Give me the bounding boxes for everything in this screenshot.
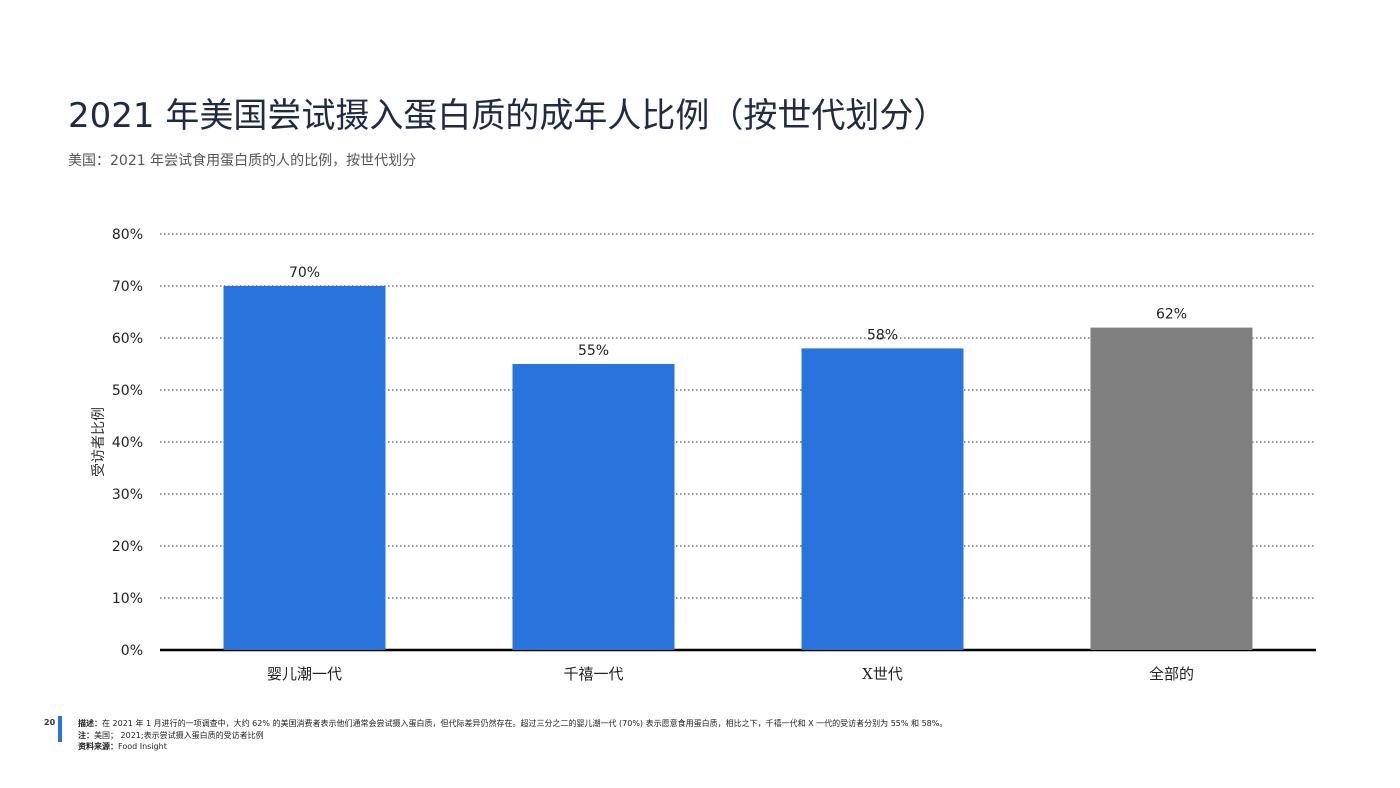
y-tick-label: 50% [112, 383, 143, 399]
description-label: 描述： [78, 719, 102, 728]
description-text: 在 2021 年 1 月进行的一项调查中，大约 62% 的美国消费者表示他们通常… [102, 719, 948, 728]
source-line: 资料来源：Food Insight [78, 741, 947, 753]
footer-notes: 描述：在 2021 年 1 月进行的一项调查中，大约 62% 的美国消费者表示他… [78, 718, 947, 753]
bar [223, 286, 386, 650]
data-label: 55% [578, 343, 609, 359]
footer-accent-bar [58, 716, 62, 742]
data-label: 58% [867, 327, 898, 343]
source-label: 资料来源： [78, 742, 118, 751]
page-number: 20 [44, 718, 56, 727]
y-tick-label: 0% [121, 643, 143, 659]
x-tick-label: X世代 [862, 665, 903, 683]
note-line: 注：美国； 2021;表示尝试摄入蛋白质的受访者比例 [78, 730, 947, 742]
x-tick-label: 千禧一代 [563, 665, 623, 683]
y-tick-label: 40% [112, 435, 143, 451]
data-label: 70% [289, 265, 320, 281]
y-tick-label: 80% [112, 227, 143, 243]
note-text: 美国； 2021;表示尝试摄入蛋白质的受访者比例 [94, 730, 264, 740]
y-tick-label: 10% [112, 591, 143, 607]
bar-chart: 0% 10% 20% 30% 40% 50% 60% 70% 80% 受访者比例 70% 婴儿潮一代 5… [91, 227, 1316, 683]
y-axis-label: 受访者比例 [91, 407, 107, 477]
y-tick-label: 60% [112, 331, 143, 347]
y-tick-label: 30% [112, 487, 143, 503]
data-label: 62% [1156, 307, 1187, 323]
bar [1090, 327, 1253, 650]
description-line: 描述：在 2021 年 1 月进行的一项调查中，大约 62% 的美国消费者表示他… [78, 718, 947, 730]
y-tick-label: 70% [112, 279, 143, 295]
source-text: Food Insight [118, 742, 167, 751]
x-tick-label: 婴儿潮一代 [267, 665, 342, 683]
page-title: 2021 年美国尝试摄入蛋白质的成年人比例（按世代划分） [68, 96, 948, 136]
page-subtitle: 美国：2021 年尝试食用蛋白质的人的比例，按世代划分 [68, 153, 417, 169]
bar [801, 348, 964, 650]
x-tick-label: 全部的 [1149, 665, 1194, 683]
y-tick-label: 20% [112, 539, 143, 555]
bar [512, 364, 675, 650]
note-label: 注： [78, 730, 94, 740]
